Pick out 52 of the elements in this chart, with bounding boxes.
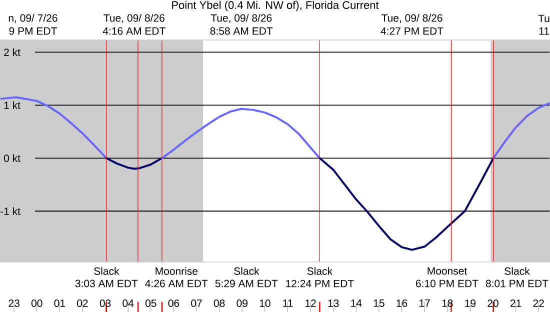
x-tick-label: 07 bbox=[191, 300, 202, 307]
text: Moonset bbox=[428, 267, 468, 275]
text: Tue, 09/ 8/26 bbox=[104, 14, 164, 23]
x-tick-label: 06 bbox=[168, 300, 180, 307]
y-tick-label: 1 kt bbox=[4, 101, 20, 110]
x-tick-label: 01 bbox=[54, 300, 65, 307]
text: 4:27 PM EDT bbox=[380, 27, 444, 35]
text: Tu bbox=[538, 14, 550, 22]
x-tick-label: 18 bbox=[442, 300, 453, 307]
x-tick-label: 02 bbox=[77, 300, 88, 307]
x-tick-label: 10 bbox=[260, 300, 270, 307]
x-tick-label: 20 bbox=[488, 300, 498, 307]
x-tick-label: 21 bbox=[510, 300, 522, 307]
text: n, 09/ 7/26 bbox=[8, 14, 58, 23]
text: 12:24 PM EDT bbox=[286, 280, 354, 288]
x-tick-label: 22 bbox=[533, 300, 544, 307]
text: 8:58 AM EDT bbox=[210, 27, 273, 35]
text: 3:03 AM EDT bbox=[75, 280, 138, 288]
x-tick-label: 12 bbox=[306, 300, 316, 307]
x-tick-label: 03 bbox=[100, 300, 111, 307]
text: 9 PM EDT bbox=[9, 27, 57, 35]
chart-title: Point Ybel (0.4 Mi. NW of), Florida Current bbox=[172, 0, 379, 12]
x-tick-label: 09 bbox=[236, 300, 248, 307]
y-tick-label: 2 kt bbox=[4, 48, 20, 56]
y-tick-label: 0 kt bbox=[4, 154, 20, 162]
line-series bbox=[492, 102, 550, 160]
text: 4:16 AM EDT bbox=[102, 27, 166, 35]
text: 8:01 PM EDT bbox=[486, 280, 548, 288]
y-tick-label: -1 kt bbox=[0, 207, 20, 215]
x-tick-label: 17 bbox=[420, 300, 430, 307]
text: 5:29 AM EDT bbox=[215, 280, 278, 288]
text: Moonrise bbox=[156, 267, 198, 275]
text: Tue, 09/ 8/26 bbox=[382, 14, 442, 23]
x-tick-label: 00 bbox=[31, 300, 42, 307]
x-tick-label: 04 bbox=[122, 300, 134, 307]
text: Tue, 09/ 8/26 bbox=[210, 14, 272, 23]
text: 4:26 AM EDT bbox=[145, 280, 208, 288]
text: Slack bbox=[94, 267, 120, 275]
x-tick-label: 05 bbox=[145, 300, 156, 307]
text: 11 bbox=[539, 27, 549, 35]
text: Slack bbox=[307, 267, 333, 275]
x-tick-label: 11 bbox=[283, 300, 293, 307]
x-tick-label: 16 bbox=[396, 300, 408, 307]
x-tick-label: 13 bbox=[328, 300, 339, 307]
text: Slack bbox=[504, 267, 530, 275]
text: 6:10 PM EDT bbox=[416, 280, 478, 288]
x-tick-label: 23 bbox=[8, 300, 20, 307]
x-tick-label: 15 bbox=[374, 300, 384, 307]
x-tick-label: 19 bbox=[465, 300, 476, 307]
x-tick-label: 14 bbox=[351, 300, 362, 307]
x-tick-label: 08 bbox=[214, 300, 225, 307]
text: Slack bbox=[234, 267, 260, 275]
